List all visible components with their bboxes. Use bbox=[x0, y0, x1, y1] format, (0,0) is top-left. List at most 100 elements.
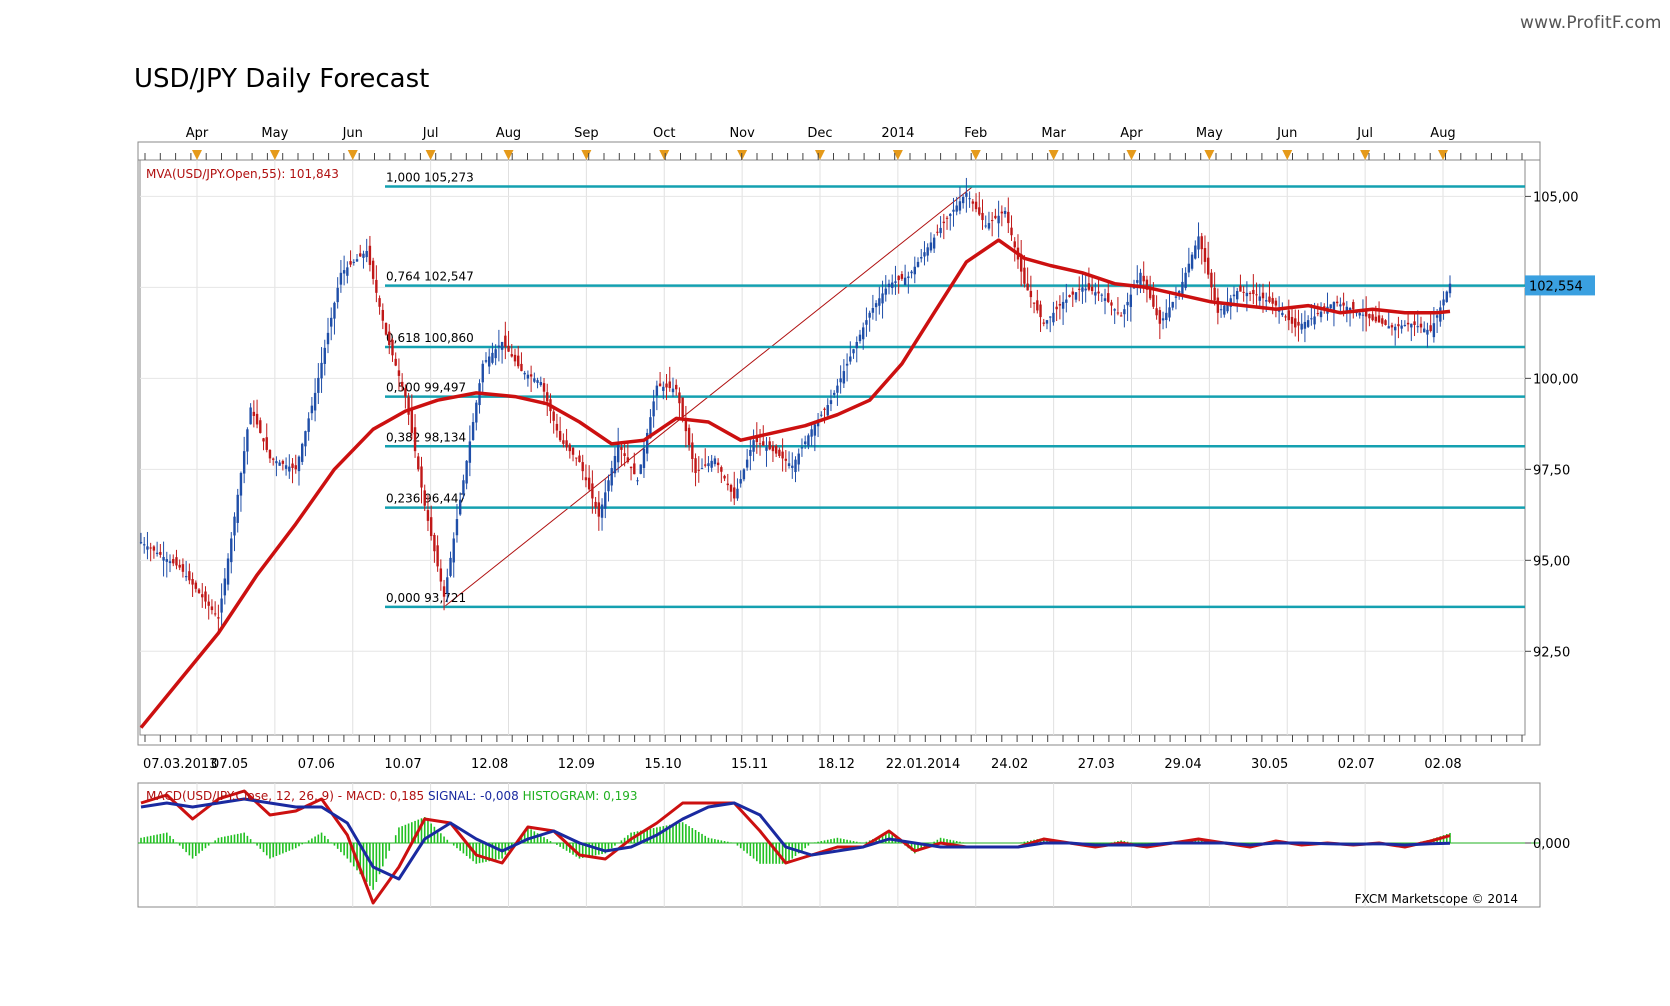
candle-body bbox=[259, 420, 262, 433]
candle-body bbox=[813, 424, 817, 436]
candle-body bbox=[1029, 290, 1033, 298]
candle-body bbox=[694, 458, 697, 473]
candle-body bbox=[1226, 301, 1229, 312]
candle-body bbox=[1039, 304, 1042, 318]
candle-body bbox=[1148, 287, 1152, 299]
candle-body bbox=[1281, 312, 1284, 316]
candle-body bbox=[678, 392, 681, 404]
candle-body bbox=[184, 576, 188, 578]
candle-body bbox=[791, 465, 794, 468]
candle-body bbox=[471, 422, 475, 440]
candle-body bbox=[1200, 236, 1203, 250]
candle-body bbox=[365, 250, 368, 258]
candle-body bbox=[832, 392, 836, 395]
candle-body bbox=[265, 437, 268, 450]
candle-body bbox=[1187, 263, 1191, 273]
candle-body bbox=[839, 378, 842, 383]
candle-body bbox=[555, 423, 559, 431]
candle-body bbox=[1023, 267, 1026, 284]
candle-body bbox=[500, 341, 504, 350]
candle-body bbox=[639, 464, 642, 474]
candle-body bbox=[836, 385, 839, 393]
candle-body bbox=[381, 309, 385, 321]
candle-body bbox=[533, 378, 536, 382]
candle-body bbox=[823, 408, 826, 410]
candle-body bbox=[226, 558, 230, 585]
month-marker bbox=[347, 150, 358, 160]
fib-level-label: 0,500 99,497 bbox=[386, 381, 466, 395]
date-label: 12.08 bbox=[471, 757, 508, 772]
candle-body bbox=[968, 198, 971, 200]
candle-body bbox=[887, 283, 891, 288]
candle-body bbox=[936, 231, 939, 233]
fib-level-label: 0,618 100,860 bbox=[386, 331, 474, 345]
candle-body bbox=[497, 345, 501, 348]
candle-body bbox=[1184, 272, 1187, 289]
candle-body bbox=[1036, 300, 1039, 311]
candle-body bbox=[926, 247, 929, 256]
candle-body bbox=[262, 438, 265, 442]
candle-body bbox=[1145, 279, 1149, 290]
candle-body bbox=[475, 402, 478, 423]
candle-body bbox=[636, 480, 639, 482]
month-marker bbox=[425, 150, 436, 160]
candle-body bbox=[633, 463, 636, 475]
candle-body bbox=[671, 388, 675, 393]
candle-body bbox=[391, 339, 394, 356]
candle-body bbox=[1313, 316, 1316, 325]
candle-body bbox=[607, 480, 610, 492]
candle-body bbox=[523, 372, 526, 375]
candle-body bbox=[1042, 322, 1045, 324]
candle-body bbox=[1271, 298, 1274, 304]
candle-body bbox=[1381, 318, 1384, 324]
candle-body bbox=[1368, 314, 1371, 319]
candle-body bbox=[1364, 308, 1368, 317]
month-label: Mar bbox=[1041, 126, 1066, 141]
candle-body bbox=[803, 441, 807, 445]
chart-title: USD/JPY Daily Forecast bbox=[134, 64, 430, 94]
candle-body bbox=[1032, 302, 1036, 304]
candle-body bbox=[897, 275, 900, 281]
candle-body bbox=[649, 417, 652, 439]
candle-body bbox=[223, 578, 227, 596]
candle-body bbox=[1045, 320, 1049, 324]
month-marker bbox=[1204, 150, 1215, 160]
candle-body bbox=[1203, 248, 1207, 262]
candle-body bbox=[713, 458, 717, 465]
candle-body bbox=[517, 355, 520, 367]
candle-body bbox=[1423, 328, 1426, 333]
candle-body bbox=[675, 384, 678, 390]
candle-body bbox=[1223, 305, 1226, 315]
candle-body bbox=[1310, 318, 1313, 320]
candle-body bbox=[1132, 287, 1136, 289]
candle-body bbox=[297, 456, 301, 472]
candle-body bbox=[462, 480, 465, 495]
candle-body bbox=[336, 287, 339, 303]
candle-body bbox=[755, 437, 759, 443]
candle-body bbox=[781, 451, 784, 459]
candle-body bbox=[739, 479, 742, 484]
candle-body bbox=[1074, 292, 1078, 300]
candle-body bbox=[784, 458, 788, 461]
candle-body bbox=[923, 252, 926, 257]
month-marker bbox=[503, 150, 514, 160]
candle-body bbox=[681, 397, 684, 418]
candle-body bbox=[1432, 323, 1436, 338]
candle-body bbox=[652, 401, 655, 417]
candle-body bbox=[1110, 302, 1113, 306]
candle-body bbox=[842, 371, 846, 384]
candle-body bbox=[413, 427, 417, 452]
month-marker bbox=[892, 150, 903, 160]
candle-body bbox=[1352, 302, 1355, 310]
candle-body bbox=[197, 589, 201, 594]
candle-body bbox=[733, 487, 736, 499]
candle-body bbox=[233, 516, 236, 536]
candle-body bbox=[175, 557, 178, 566]
candle-body bbox=[384, 322, 388, 335]
mva-line bbox=[139, 238, 1451, 729]
candle-body bbox=[213, 613, 217, 615]
month-label: Sep bbox=[574, 126, 599, 141]
candle-body bbox=[513, 354, 517, 362]
candle-body bbox=[1274, 300, 1278, 306]
candle-body bbox=[352, 261, 355, 263]
